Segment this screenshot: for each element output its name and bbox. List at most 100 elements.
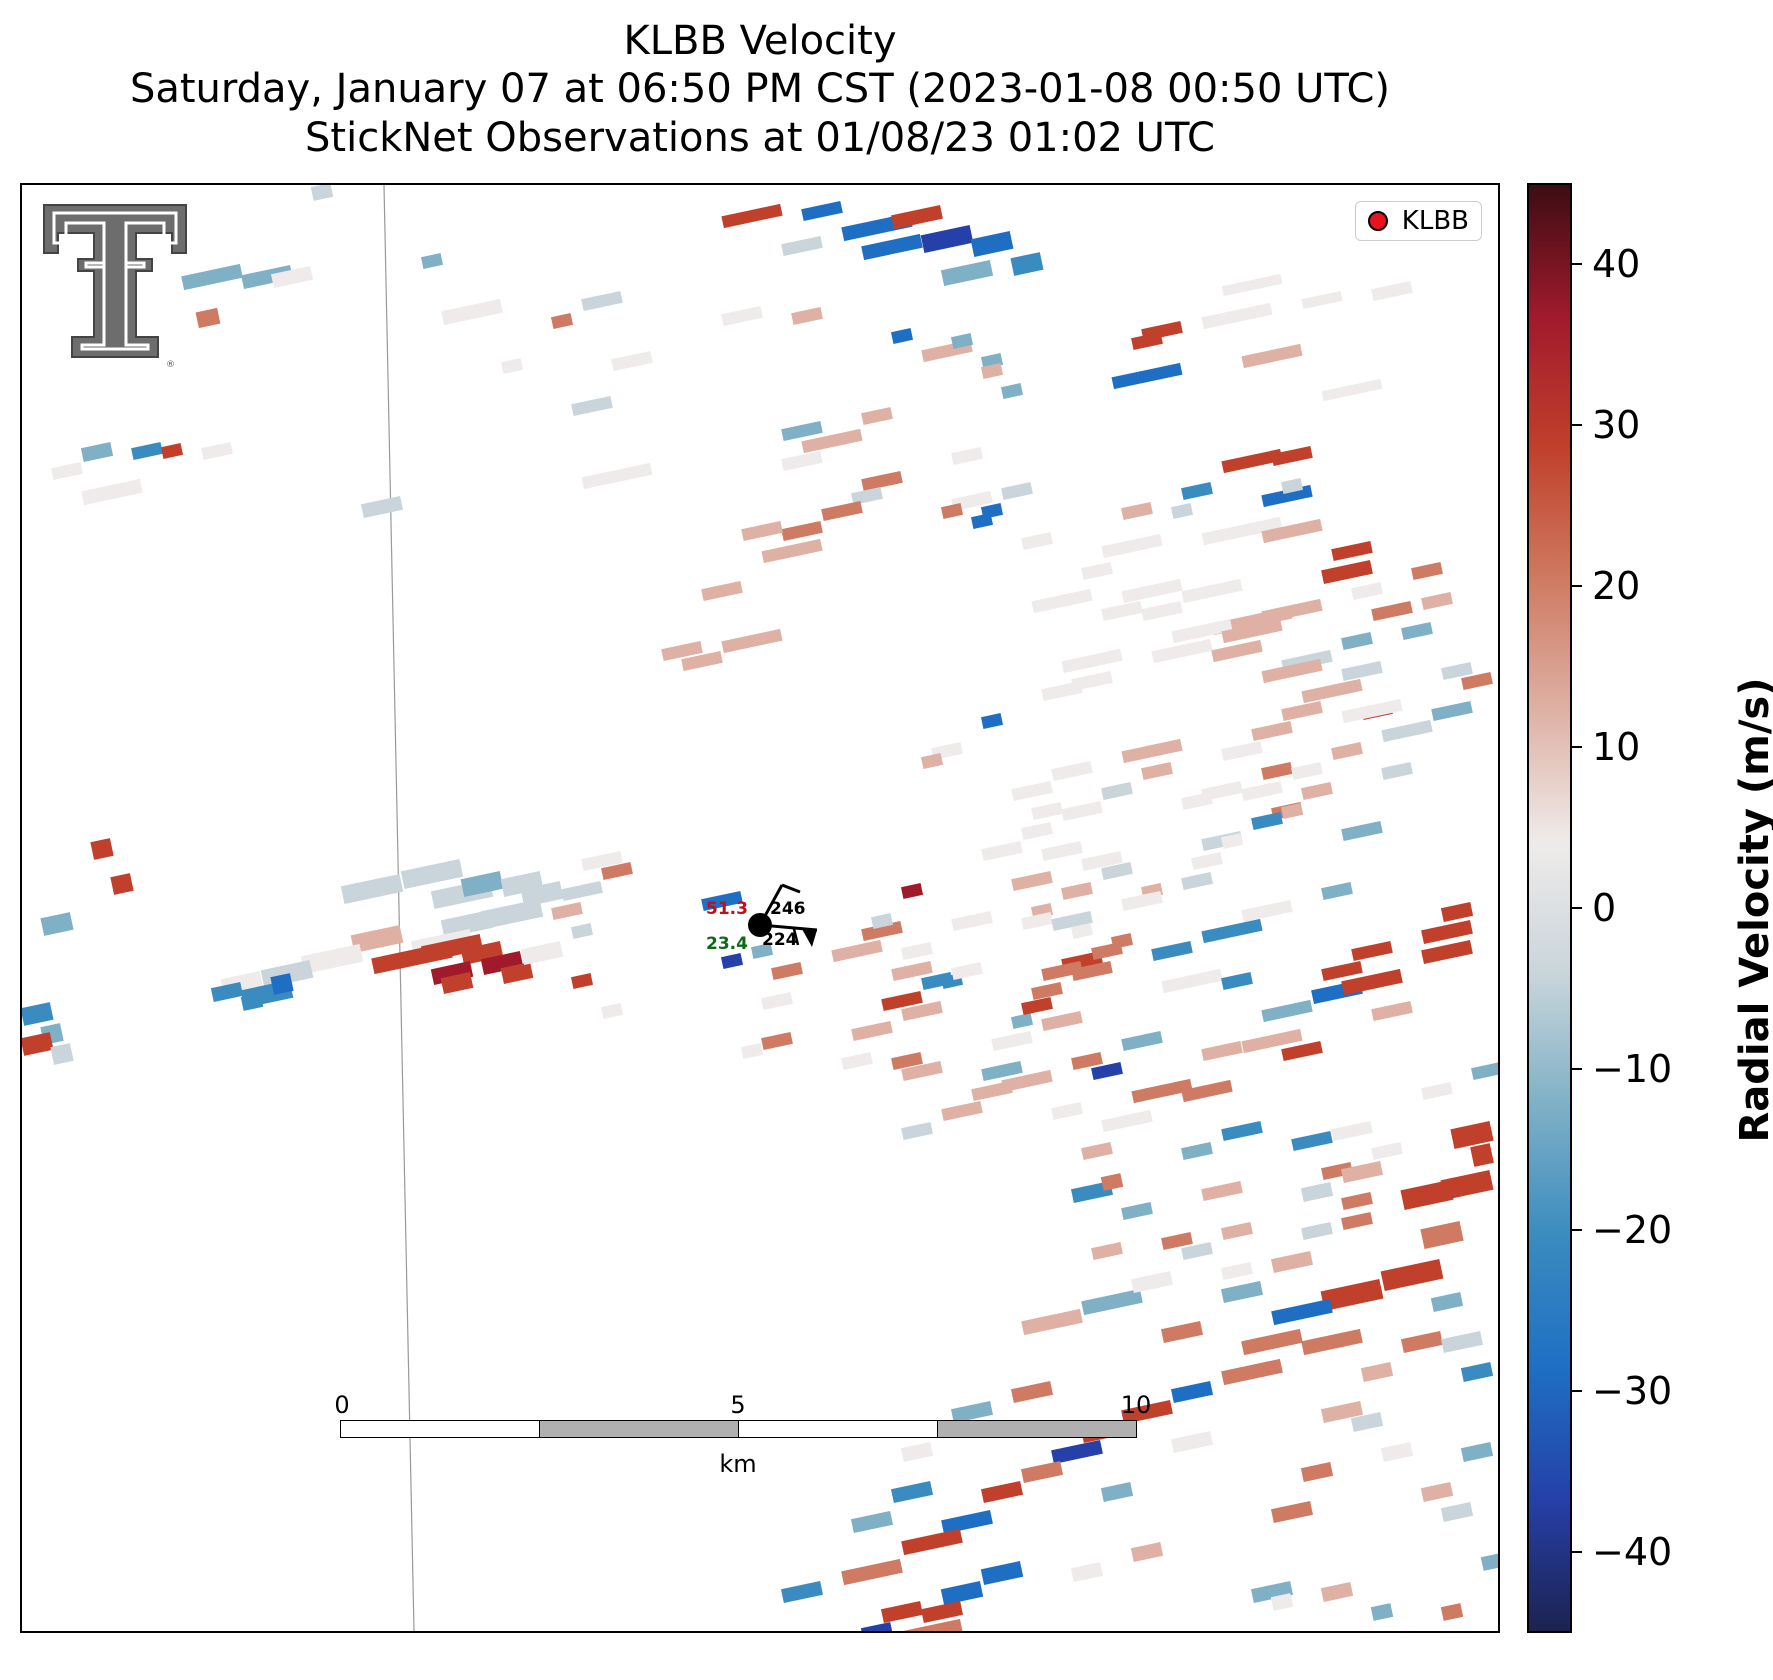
velocity-bin <box>1071 1052 1103 1070</box>
colorbar-tick-mark <box>1572 1068 1582 1071</box>
velocity-bin <box>551 902 583 920</box>
velocity-bin <box>870 913 894 929</box>
velocity-bin <box>781 420 823 442</box>
wind-barb-flag <box>781 883 801 894</box>
velocity-bin <box>460 871 504 897</box>
velocity-bin <box>1000 383 1024 399</box>
velocity-bin <box>1001 1069 1053 1093</box>
velocity-bin <box>890 328 914 344</box>
velocity-bin <box>1381 762 1413 780</box>
scale-segment <box>340 1420 540 1438</box>
colorbar-tick-mark <box>1572 1390 1582 1393</box>
velocity-bin <box>941 1100 983 1122</box>
velocity-bin <box>901 942 933 960</box>
velocity-bin <box>1280 478 1304 494</box>
velocity-bin <box>1201 1040 1243 1062</box>
velocity-bin <box>981 840 1023 862</box>
velocity-bin <box>1091 1062 1123 1080</box>
velocity-bin <box>241 264 293 290</box>
velocity-bin <box>1261 658 1323 684</box>
map-legend: KLBB <box>1354 201 1482 241</box>
velocity-bin <box>750 943 774 959</box>
velocity-bin <box>901 1528 963 1556</box>
velocity-bin <box>600 1003 624 1019</box>
station-value-top: 246 <box>770 899 806 919</box>
scale-tick-0: 0 <box>334 1391 350 1419</box>
velocity-bin <box>1341 1212 1373 1230</box>
velocity-bin <box>920 224 974 254</box>
velocity-bin <box>1261 762 1293 780</box>
velocity-bin <box>1480 1553 1498 1571</box>
velocity-bin <box>581 850 623 872</box>
velocity-bin <box>791 307 823 325</box>
velocity-bin <box>1411 562 1443 580</box>
velocity-bin <box>1201 302 1273 330</box>
colorbar-tick-label: −30 <box>1592 1369 1673 1414</box>
velocity-bin <box>1321 882 1353 900</box>
station-marker <box>748 913 772 937</box>
velocity-bin <box>50 1043 74 1065</box>
velocity-bin <box>851 487 883 505</box>
velocity-bin <box>181 263 243 291</box>
velocity-bin <box>195 307 221 329</box>
velocity-bin <box>940 259 994 287</box>
velocity-bin <box>901 1060 943 1082</box>
scale-segment <box>539 1420 739 1438</box>
velocity-bin <box>1331 742 1363 760</box>
colorbar-tick-label: −10 <box>1592 1047 1673 1092</box>
velocity-bin <box>500 358 524 374</box>
velocity-bin <box>1241 1028 1303 1054</box>
colorbar-label: Radial Velocity (m/s) <box>1732 677 1773 1143</box>
velocity-bin <box>270 265 314 289</box>
velocity-bin <box>681 650 723 672</box>
velocity-bin <box>1070 1562 1104 1582</box>
velocity-bin <box>1021 532 1053 550</box>
velocity-bin <box>581 462 653 490</box>
velocity-bin <box>740 1043 764 1059</box>
velocity-bin <box>1071 670 1113 692</box>
velocity-bin <box>571 395 613 417</box>
velocity-bin <box>841 1558 903 1586</box>
velocity-bin <box>1100 1173 1124 1191</box>
map-title: KLBB Velocity <box>623 18 897 64</box>
velocity-bin <box>1181 1242 1213 1260</box>
velocity-bin <box>1281 700 1323 722</box>
velocity-bin <box>440 972 474 994</box>
velocity-bin <box>1021 912 1053 930</box>
velocity-bin <box>1350 1412 1384 1432</box>
velocity-bin <box>861 407 893 425</box>
velocity-bin <box>1381 719 1433 743</box>
velocity-bin <box>1070 1180 1114 1204</box>
velocity-bin <box>1011 870 1053 892</box>
velocity-bin <box>1100 1482 1134 1502</box>
velocity-bin <box>1141 600 1183 622</box>
sticknet-station-plot: 51.3 246 23.4 224 <box>706 883 818 954</box>
velocity-bin <box>1111 362 1183 390</box>
colorbar-tick-mark <box>1572 745 1582 748</box>
velocity-bin <box>1221 1358 1283 1386</box>
velocity-bin <box>1010 1380 1054 1404</box>
velocity-bin <box>980 1561 1024 1585</box>
velocity-bin <box>881 990 923 1012</box>
velocity-bin <box>1261 999 1313 1023</box>
velocity-bin <box>1241 1328 1303 1356</box>
velocity-bin <box>1270 1500 1314 1524</box>
velocity-bin <box>970 231 1014 257</box>
velocity-bin <box>1471 1062 1498 1080</box>
velocity-bin <box>1241 343 1303 369</box>
velocity-bin <box>1170 1380 1214 1404</box>
velocity-bin <box>340 873 404 905</box>
velocity-bin <box>1101 782 1133 800</box>
velocity-bin <box>1121 1030 1163 1052</box>
velocity-bin <box>1221 1120 1263 1142</box>
velocity-bin <box>1271 445 1313 467</box>
velocity-bin <box>1171 618 1233 644</box>
colorbar-tick-label: −40 <box>1592 1530 1673 1575</box>
velocity-bin <box>1320 1278 1384 1312</box>
velocity-bin <box>1191 852 1223 870</box>
velocity-bin <box>460 941 504 965</box>
velocity-bin <box>1301 1222 1333 1240</box>
station-value-temperature: 51.3 <box>706 899 748 919</box>
radar-map[interactable]: 51.3 246 23.4 224 ® KLBB <box>20 183 1500 1633</box>
velocity-bin <box>1021 997 1053 1015</box>
